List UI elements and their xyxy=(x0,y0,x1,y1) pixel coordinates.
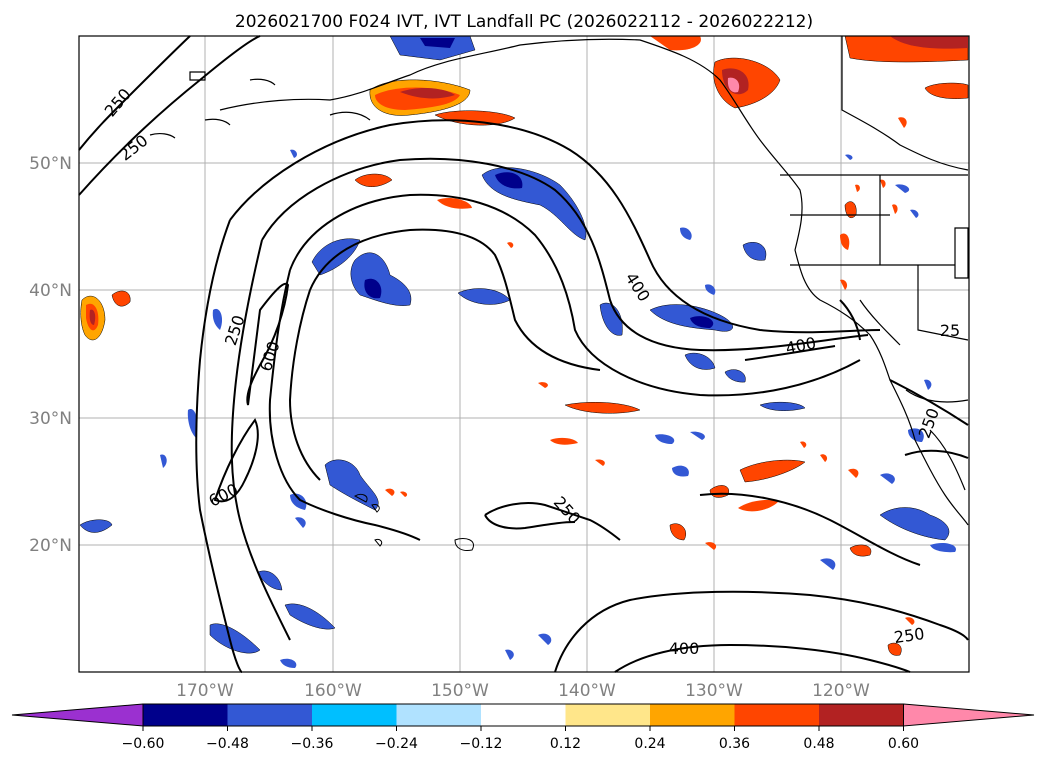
colorbar-tick-label: 0.24 xyxy=(634,736,665,752)
colorbar-tick-label: 0.36 xyxy=(719,736,750,752)
contour-label: 250 xyxy=(893,624,926,647)
contour-label: 400 xyxy=(669,639,700,658)
colorbar: −0.60 −0.48 −0.36 −0.24 −0.12 0.12 0.24 0.36 0.4… xyxy=(11,703,1035,752)
colorbar-segment xyxy=(227,704,313,726)
colorbar-segment xyxy=(734,704,820,726)
lon-label: 130°W xyxy=(685,681,743,701)
figure-title: 2026021700 F024 IVT, IVT Landfall PC (20… xyxy=(235,12,813,32)
coastlines xyxy=(149,36,969,526)
negative-anomaly-patches xyxy=(79,35,956,668)
colorbar-segment xyxy=(143,704,228,726)
colorbar-tick-label: 0.12 xyxy=(550,736,581,752)
contour-label: 25 xyxy=(940,321,960,340)
lon-label: 170°W xyxy=(176,681,234,701)
colorbar-segment xyxy=(396,704,482,726)
colorbar-extend-high xyxy=(903,703,1035,727)
map-background xyxy=(79,36,969,672)
colorbar-frame xyxy=(142,703,904,727)
colorbar-tick-label: −0.24 xyxy=(375,736,418,752)
colorbar-extend-low xyxy=(11,703,144,727)
lon-label: 150°W xyxy=(431,681,489,701)
lat-label: 20°N xyxy=(29,536,72,556)
colorbar-tick-label: −0.36 xyxy=(291,736,334,752)
latitude-labels: 50°N 40°N 30°N 20°N xyxy=(29,154,72,556)
lat-label: 40°N xyxy=(29,281,72,301)
map-frame xyxy=(78,35,970,673)
ivt-contours xyxy=(78,35,969,673)
longitude-labels: 170°W 160°W 150°W 140°W 130°W 120°W xyxy=(176,681,870,701)
map-panel: 250 250 250 600 600 400 400 250 400 250 … xyxy=(78,35,970,673)
lon-label: 160°W xyxy=(304,681,362,701)
colorbar-tick-label: −0.12 xyxy=(460,736,503,752)
colorbar-segment xyxy=(481,704,566,726)
positive-anomaly-patches xyxy=(80,35,969,656)
colorbar-segment xyxy=(565,704,651,726)
lon-label: 120°W xyxy=(812,681,870,701)
colorbar-segment xyxy=(650,704,735,726)
colorbar-segment xyxy=(819,704,904,726)
islands xyxy=(353,493,474,551)
colorbar-tick-label: −0.48 xyxy=(206,736,249,752)
colorbar-segment xyxy=(312,704,397,726)
gridlines xyxy=(79,36,969,672)
lat-label: 30°N xyxy=(29,409,72,429)
lat-label: 50°N xyxy=(29,154,72,174)
colorbar-tick-label: −0.60 xyxy=(122,736,165,752)
lon-label: 140°W xyxy=(558,681,616,701)
colorbar-tick-label: 0.60 xyxy=(888,736,919,752)
colorbar-tick-label: 0.48 xyxy=(803,736,834,752)
